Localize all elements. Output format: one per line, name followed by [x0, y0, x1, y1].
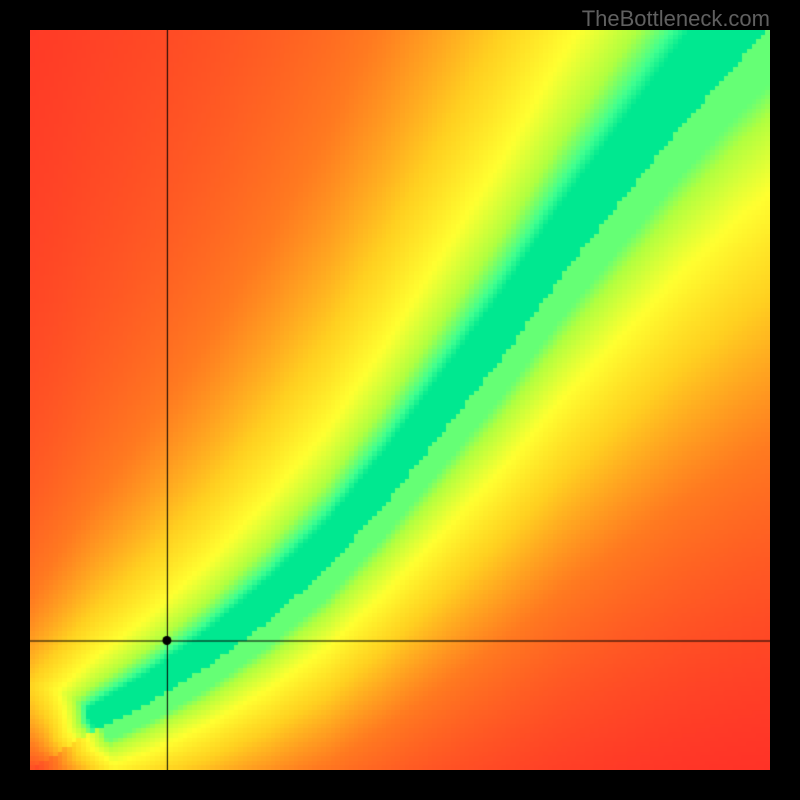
watermark-text: TheBottleneck.com [582, 6, 770, 32]
heatmap-canvas [30, 30, 770, 770]
figure-container: TheBottleneck.com [0, 0, 800, 800]
heatmap-plot [30, 30, 770, 770]
